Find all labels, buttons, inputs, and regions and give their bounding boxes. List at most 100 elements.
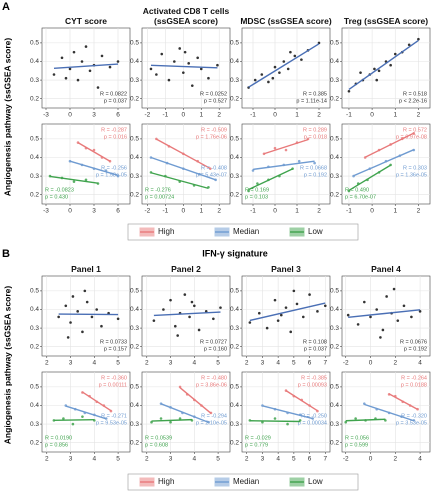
y-tick-label: 0.3 [130, 421, 139, 428]
data-point [83, 289, 87, 293]
data-point [273, 146, 277, 150]
stat-label: R = 0.518 [403, 91, 427, 97]
stat-label: p = 5.43e-07 [196, 172, 227, 178]
legend-label: High [158, 227, 174, 236]
data-point [216, 63, 219, 67]
stat-label: p = 0.037 [104, 98, 127, 104]
fit-line [249, 302, 326, 322]
stat-label: p = 0.160 [204, 346, 227, 352]
fit-line [348, 309, 421, 319]
fit-line [248, 43, 320, 88]
stat-label: p = 1.76e-06 [196, 134, 227, 140]
y-tick-label: 0.4 [130, 58, 139, 65]
data-point [193, 304, 196, 308]
y-tick-label: 0.5 [230, 384, 239, 391]
y-tick-label: 0.4 [330, 306, 339, 313]
data-point [85, 300, 89, 304]
data-point [279, 313, 283, 317]
stat-label: p = 0.00093 [298, 382, 327, 388]
y-tick-label: 0.4 [30, 154, 39, 161]
data-point [286, 67, 290, 71]
data-point [108, 65, 112, 69]
data-point [71, 295, 75, 298]
y-tick-label: 0.5 [130, 136, 139, 143]
x-tick-label: 2 [45, 456, 49, 463]
stat-label: R = -0.408 [201, 165, 227, 171]
fit-line [151, 418, 192, 422]
x-tick-label: -2 [144, 112, 150, 119]
stat-label: R = 0.572 [403, 127, 427, 133]
stat-label: R = 0.385 [303, 91, 327, 97]
stat-label: p = 1.58e-05 [96, 172, 127, 178]
panel-title: Activated CD8 T cells (ssGSEA score) [142, 6, 230, 26]
stat-label: p = 0.527 [204, 98, 227, 104]
fit-line [53, 418, 95, 422]
stat-label: p = 3.53e-05 [396, 420, 427, 426]
data-point [392, 287, 396, 291]
x-tick-label: 2 [393, 456, 397, 463]
x-tick-label: 0 [68, 112, 72, 119]
y-tick-label: 0.5 [130, 288, 139, 295]
x-tick-label: -2 [144, 208, 150, 215]
stat-label: R = 0.0190 [45, 435, 72, 441]
fit-line [150, 156, 216, 181]
data-point [207, 76, 210, 80]
y-tick-label: 0.5 [330, 136, 339, 143]
data-point [149, 67, 153, 71]
stat-label: R = -0.0823 [45, 187, 74, 193]
x-tick-label: 0 [370, 112, 374, 119]
data-point [300, 58, 303, 61]
data-point [173, 324, 177, 328]
data-point [188, 315, 191, 319]
data-point [162, 308, 165, 311]
data-point [278, 71, 281, 74]
y-tick-label: 0.3 [330, 77, 339, 84]
stat-label: p = 0.157 [104, 346, 127, 352]
x-tick-label: 7 [323, 360, 327, 367]
data-point [381, 328, 385, 332]
y-tick-label: 0.5 [30, 384, 39, 391]
fit-line [179, 387, 212, 414]
y-tick-label: 0.2 [130, 95, 139, 102]
y-tick-label: 0.3 [30, 173, 39, 180]
data-point [173, 60, 176, 63]
data-point [160, 52, 164, 56]
stat-label: p = 0.103 [245, 194, 268, 200]
y-tick-label: 0.4 [330, 58, 339, 65]
stat-label: R = 0.0822 [100, 91, 127, 97]
plot-area [341, 275, 431, 357]
y-tick-label: 0.4 [30, 306, 39, 313]
x-tick-label: 5 [216, 360, 220, 367]
panel-title: CYT score [64, 16, 108, 26]
data-point [273, 417, 277, 420]
stat-label: p = 0.018 [304, 134, 327, 140]
data-point [69, 321, 72, 324]
data-point [116, 60, 120, 63]
section-title: IFN-γ signature [202, 248, 268, 258]
x-tick-label: 1 [295, 208, 299, 215]
stat-label: p = 0.599 [345, 442, 368, 448]
x-tick-label: -1 [346, 112, 352, 119]
stat-label: R = -0.256 [101, 165, 127, 171]
stat-label: R = 0.0727 [200, 339, 227, 345]
x-tick-label: 0 [273, 112, 277, 119]
x-tick-label: 2 [245, 360, 249, 367]
data-point [282, 60, 286, 63]
stat-label: R = 0.0539 [145, 435, 172, 441]
data-point [316, 310, 319, 313]
data-point [301, 315, 305, 319]
data-point [182, 71, 185, 74]
panel-title: Panel 2 [171, 264, 201, 274]
fit-line [348, 164, 391, 192]
data-point [212, 317, 215, 321]
panel-title: MDSC (ssGSEA score) [240, 16, 332, 26]
fit-line [160, 403, 209, 424]
y-tick-label: 0.3 [230, 173, 239, 180]
data-point [152, 319, 156, 322]
data-point [354, 417, 357, 420]
data-point [379, 336, 382, 339]
data-point [402, 304, 406, 308]
x-tick-label: 0 [181, 112, 185, 119]
x-tick-label: 2 [245, 456, 249, 463]
data-point [219, 306, 222, 309]
